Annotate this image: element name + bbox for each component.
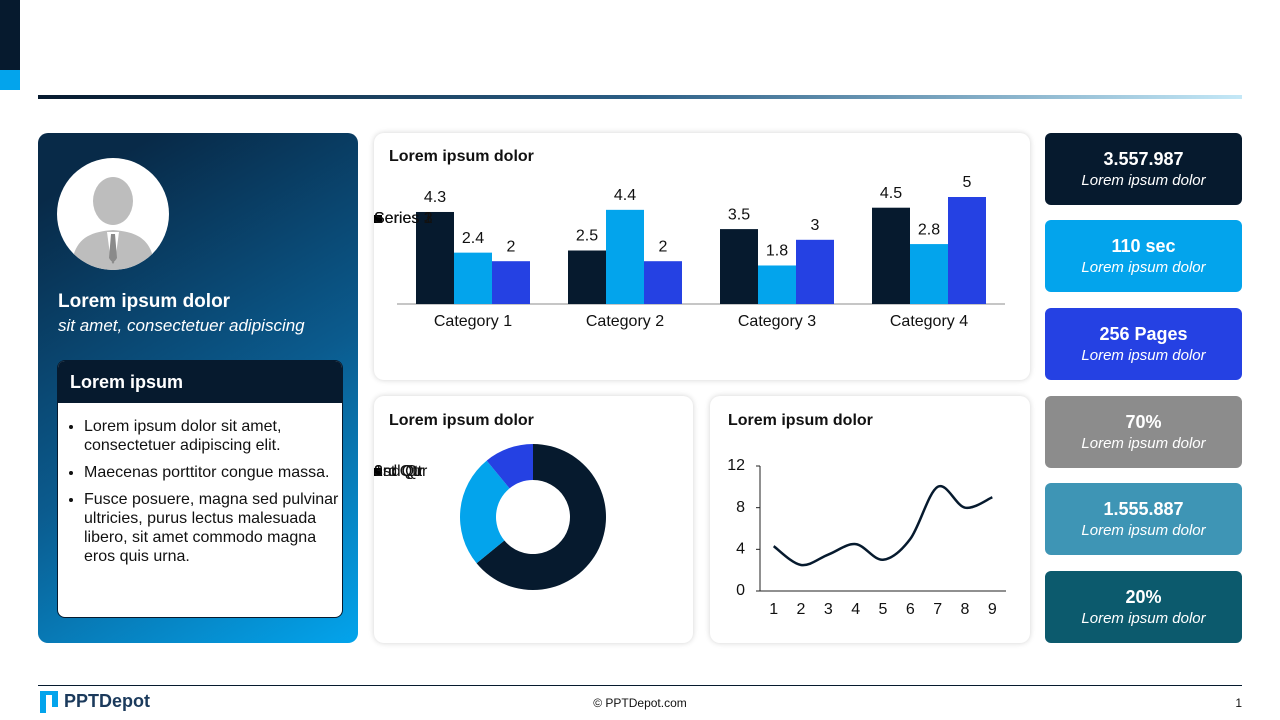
kpi-tile: 70% Lorem ipsum dolor xyxy=(1045,396,1242,468)
value-label: 4.3 xyxy=(424,189,446,206)
kpi-value: 3.557.987 xyxy=(1103,149,1184,169)
bar xyxy=(872,207,910,304)
legend-swatch xyxy=(374,215,382,223)
profile-name: Lorem ipsum dolor xyxy=(58,291,231,312)
bar xyxy=(568,250,606,304)
panel: Lorem ipsum dolor 4.3 2.4 2 Category 1 2.5 4.4… xyxy=(374,133,1030,380)
corner-bar xyxy=(0,0,20,70)
value-label: 4.4 xyxy=(614,187,636,204)
kpi-label: Lorem ipsum dolor xyxy=(1081,259,1206,276)
kpi-tile: 3.557.987 Lorem ipsum dolor xyxy=(1045,133,1242,205)
bar xyxy=(492,261,530,304)
value-label: 5 xyxy=(963,174,972,191)
avatar xyxy=(57,158,169,270)
x-tick-label: 2 xyxy=(797,601,806,618)
donut-slice xyxy=(486,444,533,489)
corner-accent xyxy=(0,70,20,90)
value-label: 2.4 xyxy=(462,230,484,247)
value-label: 4.5 xyxy=(880,185,902,202)
value-label: 3 xyxy=(811,217,820,234)
kpi-label: Lorem ipsum dolor xyxy=(1081,610,1206,627)
page-number: 1 xyxy=(1235,696,1242,710)
copyright: © PPTDepot.com xyxy=(593,696,687,710)
kpi-tile: 20% Lorem ipsum dolor xyxy=(1045,571,1242,643)
x-tick-label: 7 xyxy=(933,601,942,618)
header-rule xyxy=(38,95,1242,99)
x-tick-label: Category 2 xyxy=(586,313,664,330)
bar xyxy=(416,211,454,304)
donut-slice xyxy=(476,444,606,590)
kpi-value: 110 sec xyxy=(1111,236,1176,256)
footer-rule xyxy=(38,685,1242,686)
bullet-list: Lorem ipsum dolor sit amet, consectetuer… xyxy=(58,417,342,566)
panel: Lorem ipsum dolor 0 4 8 12 1 2 3 4 5 6 7 8 9 xyxy=(710,396,1030,643)
bar xyxy=(910,244,948,304)
kpi-value: 70% xyxy=(1125,412,1162,432)
legend-swatch xyxy=(374,468,382,476)
bar xyxy=(606,209,644,304)
y-tick-label: 8 xyxy=(736,499,745,516)
chart-title: Lorem ipsum dolor xyxy=(389,148,534,165)
kpi-value: 1.555.887 xyxy=(1103,499,1184,519)
x-tick-label: 3 xyxy=(824,601,833,618)
kpi-label: Lorem ipsum dolor xyxy=(1081,172,1206,189)
line-series xyxy=(772,484,993,567)
kpi-label: Lorem ipsum dolor xyxy=(1081,435,1206,452)
value-label: 3.5 xyxy=(728,206,750,223)
legend-label: 3rd Qtr xyxy=(374,463,424,480)
value-label: 2.8 xyxy=(918,221,940,238)
x-tick-label: 1 xyxy=(769,601,778,618)
info-box: Lorem ipsum Lorem ipsum dolor sit amet, … xyxy=(57,360,343,618)
legend-label: 2nd Qtr xyxy=(374,463,428,480)
bar-chart: Lorem ipsum dolor 4.3 2.4 2 Category 1 2.5 4.4… xyxy=(374,148,1005,330)
profile-subtitle: sit amet, consectetuer adipiscing xyxy=(58,316,305,335)
kpi-value: 256 Pages xyxy=(1099,324,1188,344)
donut-slice xyxy=(460,460,510,564)
x-tick-label: 5 xyxy=(879,601,888,618)
bar xyxy=(720,229,758,304)
bullet: Fusce posuere, magna sed pulvinar ultric… xyxy=(84,490,342,566)
value-label: 2 xyxy=(659,238,668,255)
x-tick-label: Category 4 xyxy=(890,313,968,330)
kpi-value: 20% xyxy=(1125,587,1162,607)
value-label: 1.8 xyxy=(766,243,788,260)
y-tick-label: 12 xyxy=(727,457,745,474)
x-tick-label: Category 1 xyxy=(434,313,512,330)
kpi-label: Lorem ipsum dolor xyxy=(1081,347,1206,364)
bar xyxy=(758,265,796,304)
bar xyxy=(948,197,986,304)
x-tick-label: 6 xyxy=(906,601,915,618)
y-tick-label: 0 xyxy=(736,582,745,599)
bar xyxy=(454,252,492,304)
bar xyxy=(644,261,682,304)
kpi-tile: 110 sec Lorem ipsum dolor xyxy=(1045,220,1242,292)
logo-icon xyxy=(40,691,58,713)
value-label: 2 xyxy=(507,238,516,255)
legend-label: 1st Qtr xyxy=(374,463,423,480)
legend-label: Series 1 xyxy=(374,210,433,227)
panel: Lorem ipsum dolor 1st Qtr 2nd Qtr 3rd Qtr xyxy=(374,396,693,643)
chart-title: Lorem ipsum dolor xyxy=(728,412,873,429)
bullet: Lorem ipsum dolor sit amet, consectetuer… xyxy=(84,417,342,455)
bar xyxy=(796,239,834,304)
legend-label: Series 2 xyxy=(374,210,433,227)
kpi-tile: 256 Pages Lorem ipsum dolor xyxy=(1045,308,1242,380)
bullet: Maecenas porttitor congue massa. xyxy=(84,463,342,482)
kpi-tile: 1.555.887 Lorem ipsum dolor xyxy=(1045,483,1242,555)
y-tick-label: 4 xyxy=(736,541,745,558)
info-box-title: Lorem ipsum xyxy=(58,361,342,403)
kpi-label: Lorem ipsum dolor xyxy=(1081,522,1206,539)
brand: PPTDepot xyxy=(64,691,151,711)
legend-label: Series 3 xyxy=(374,210,433,227)
value-label: 2.5 xyxy=(576,228,598,245)
chart-title: Lorem ipsum dolor xyxy=(389,412,534,429)
x-tick-label: 9 xyxy=(988,601,997,618)
x-tick-label: 4 xyxy=(851,601,860,618)
profile-card: Lorem ipsum dolor sit amet, consectetuer… xyxy=(38,133,358,643)
x-tick-label: 8 xyxy=(961,601,970,618)
x-tick-label: Category 3 xyxy=(738,313,816,330)
